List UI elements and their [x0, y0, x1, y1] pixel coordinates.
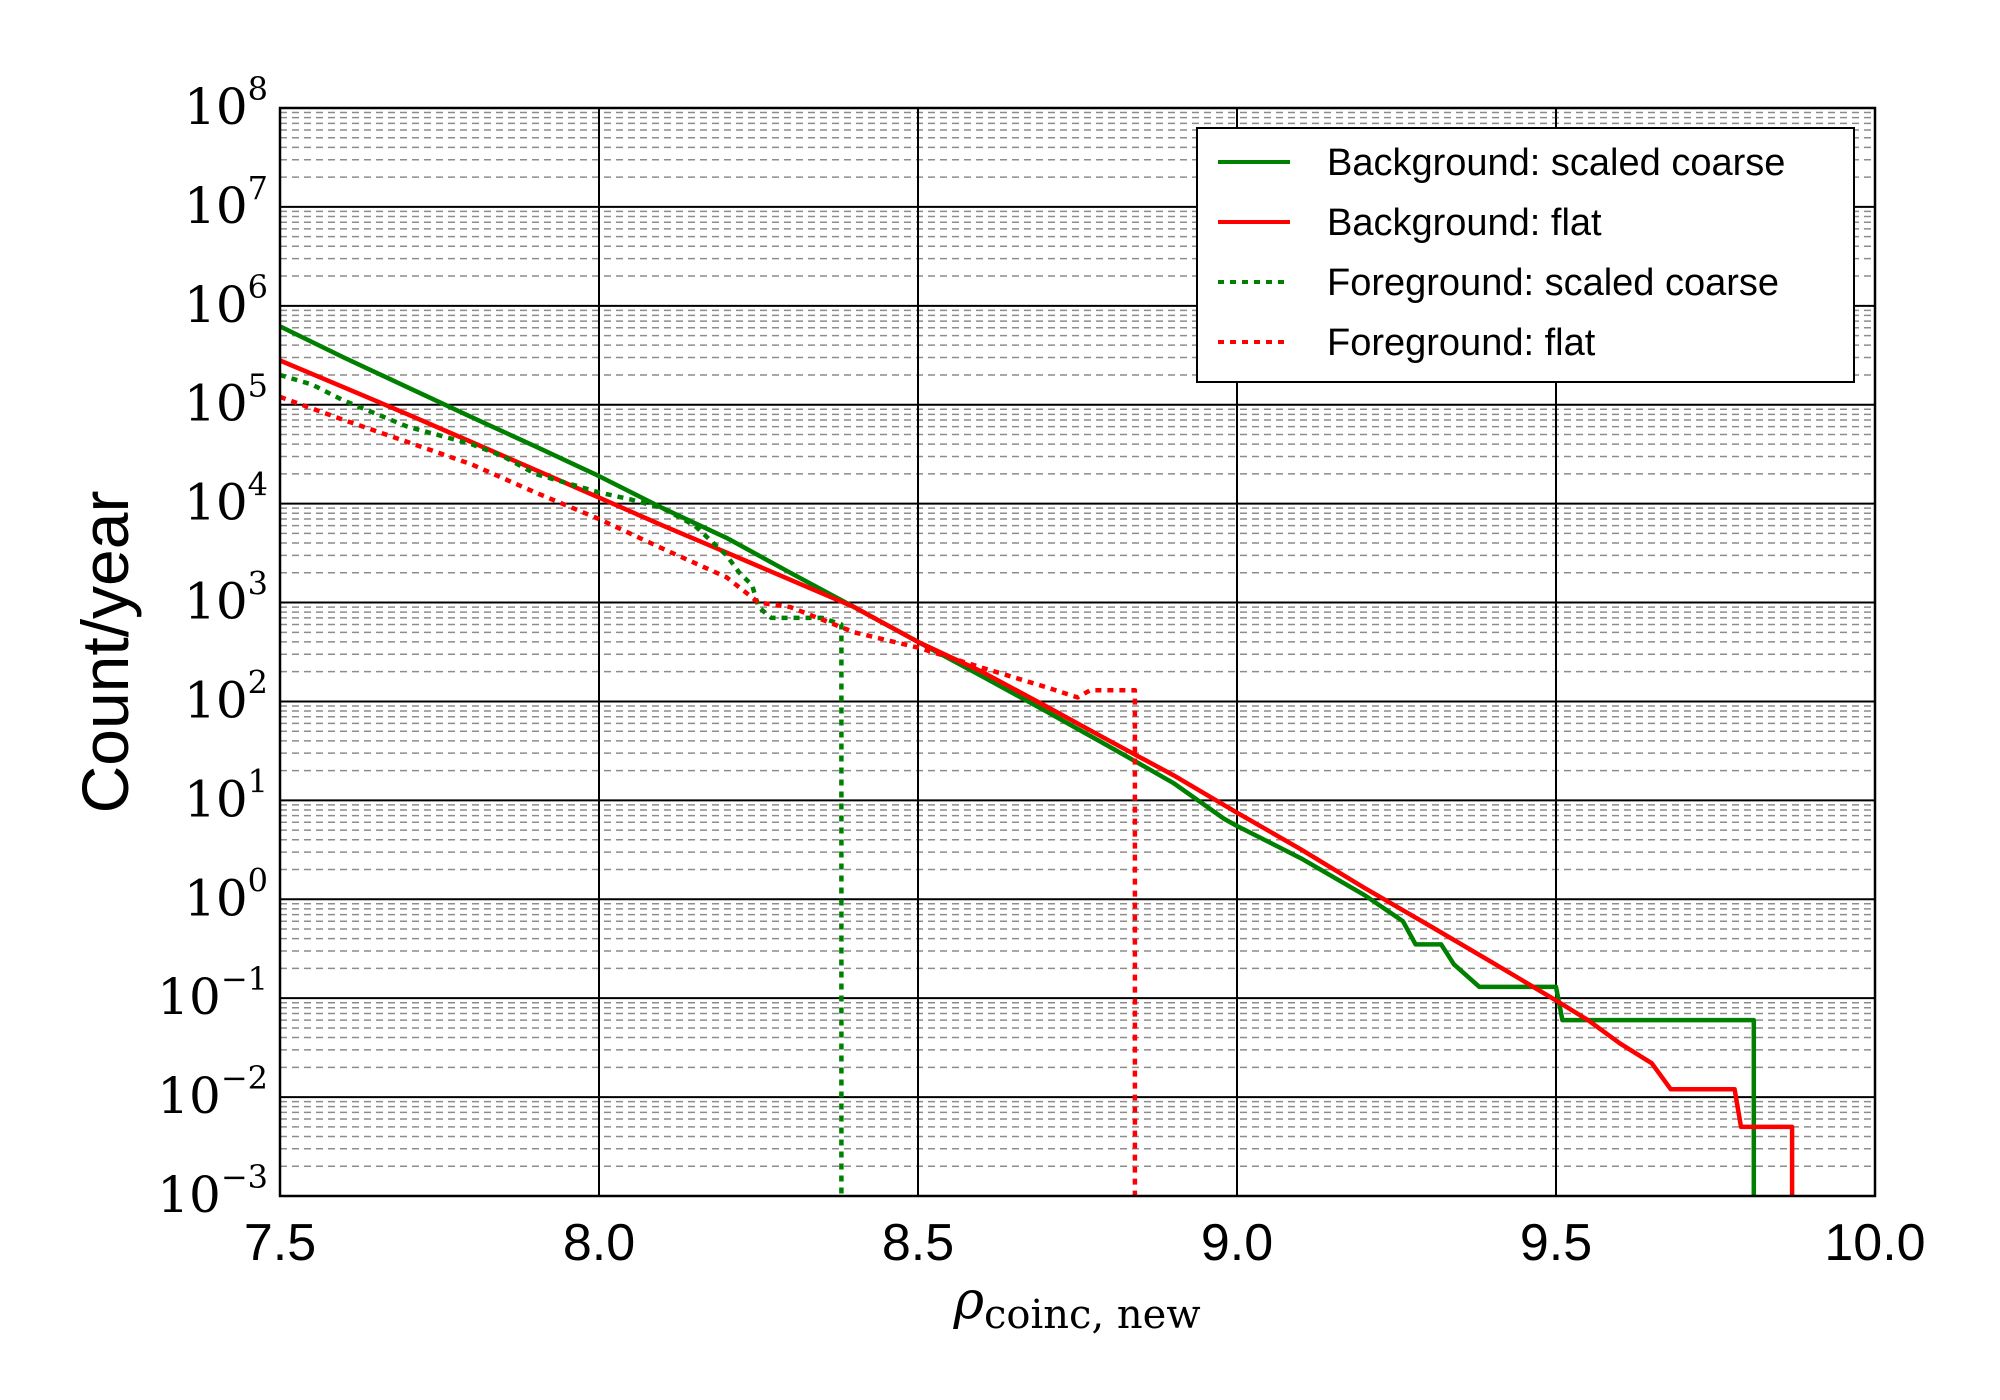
- series-line-2: [279, 372, 844, 1196]
- series-layer: [279, 324, 1795, 1196]
- y-tick-label: 106: [184, 268, 268, 334]
- x-tick-label: 9.5: [1520, 1214, 1592, 1272]
- y-tick-label: 10−2: [157, 1059, 268, 1125]
- y-tick-label: 105: [184, 367, 268, 433]
- series-line-3: [279, 394, 1138, 1196]
- y-tick-label: 108: [184, 70, 268, 136]
- y-tick-label: 103: [184, 565, 268, 631]
- y-tick-label: 10−1: [157, 960, 268, 1026]
- y-tick-label: 102: [184, 663, 268, 729]
- series-line-1: [279, 358, 1795, 1196]
- x-tick-label: 8.5: [882, 1214, 954, 1272]
- y-tick-label: 104: [184, 466, 268, 532]
- x-tick-label: 10.0: [1824, 1214, 1925, 1272]
- legend-label-fg-scaled: Foreground: scaled coarse: [1327, 262, 1779, 304]
- y-tick-label: 10−3: [157, 1158, 268, 1224]
- x-tick-label: 9.0: [1201, 1214, 1273, 1272]
- x-tick-label: 8.0: [563, 1214, 635, 1272]
- x-tick-label: 7.5: [244, 1214, 316, 1272]
- y-tick-label: 100: [184, 861, 268, 927]
- y-tick-label: 101: [184, 762, 268, 828]
- x-axis-label-symbol: ρ: [952, 1271, 984, 1331]
- legend-label-fg-flat: Foreground: flat: [1327, 322, 1596, 364]
- series-line-0: [279, 324, 1757, 1196]
- x-axis-label: ρcoinc, new: [952, 1271, 1200, 1338]
- x-tick-labels: 7.5 8.0 8.5 9.0 9.5 10.0: [244, 1214, 1926, 1272]
- y-tick-labels: 10−3 10−2 10−1 100 101 102 103 104 105 106 107 108: [157, 70, 268, 1224]
- y-axis-label: Count/year: [68, 491, 142, 814]
- legend-box: [1196, 127, 1855, 383]
- legend-label-bg-flat: Background: flat: [1327, 202, 1602, 244]
- legend-label-bg-scaled: Background: scaled coarse: [1327, 142, 1785, 184]
- x-axis-label-subscript: coinc, new: [984, 1292, 1201, 1338]
- legend: Background: scaled coarse Background: fl…: [1196, 127, 1855, 383]
- y-tick-label: 107: [184, 169, 268, 235]
- plot-frame: [278, 106, 1877, 1198]
